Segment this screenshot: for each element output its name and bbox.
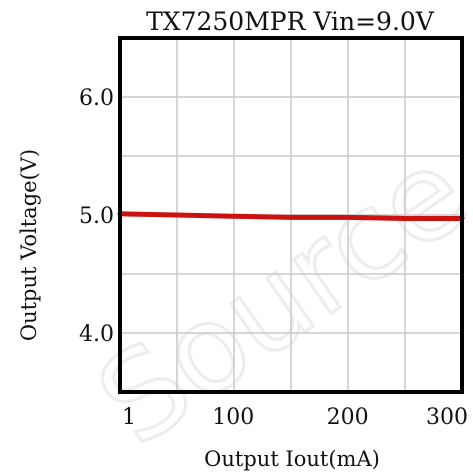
x-tick-label: 100 xyxy=(212,405,254,430)
y-tick-label: 5.0 xyxy=(79,204,114,229)
x-tick-label: 300 xyxy=(426,405,468,430)
y-tick-label: 6.0 xyxy=(79,86,114,111)
x-axis-title: Output Iout(mA) xyxy=(204,447,380,471)
x-tick-label: 200 xyxy=(327,405,369,430)
plot-frame xyxy=(118,36,464,394)
y-tick-label: 4.0 xyxy=(79,322,114,347)
y-tick-labels: 4.0 5.0 6.0 xyxy=(79,86,114,347)
chart-title: TX7250MPR Vin=9.0V xyxy=(146,7,435,36)
y-axis-title: Output Voltage(V) xyxy=(17,149,41,341)
x-tick-label: 1 xyxy=(122,405,136,430)
series-line xyxy=(117,211,465,221)
x-tick-labels: 1 100 200 300 xyxy=(122,405,468,430)
series-layer xyxy=(117,211,465,221)
